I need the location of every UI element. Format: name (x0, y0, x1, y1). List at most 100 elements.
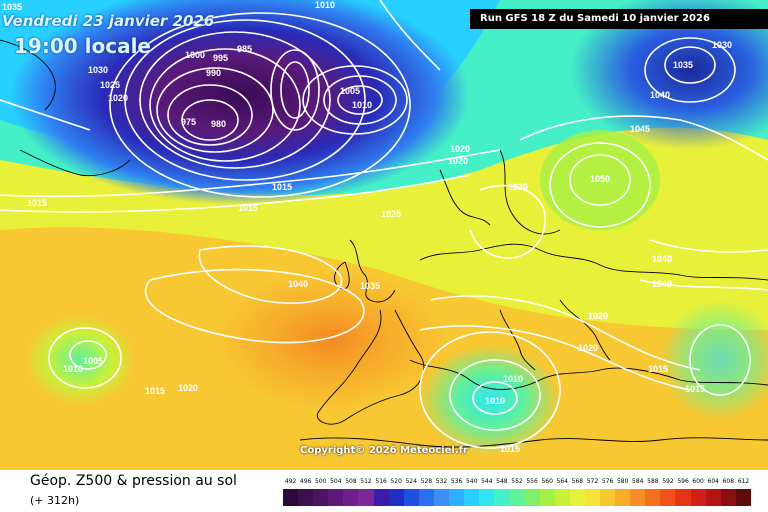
isobar-label: 1030 (508, 182, 528, 192)
isobar-label: 1015 (27, 198, 47, 208)
scale-tick-label: 548 (496, 478, 508, 485)
isobar-label: 1045 (630, 124, 650, 134)
valid-time-label: Vendredi 23 janvier 2026 (2, 12, 215, 30)
isobar-label: 1050 (590, 174, 610, 184)
isobar-label: 1000 (185, 50, 205, 60)
scale-tick-label: 604 (707, 478, 719, 485)
isobar-label: 1010 (485, 396, 505, 406)
scale-swatch (615, 489, 631, 506)
isobar-label: 1035 (360, 281, 380, 291)
scale-tick-label: 556 (526, 478, 538, 485)
scale-swatch (509, 489, 525, 506)
chart-title: Géop. Z500 & pression au sol (30, 473, 237, 489)
scale-swatch (645, 489, 661, 506)
scale-tick-label: 516 (375, 478, 387, 485)
scale-tick-label: 588 (647, 478, 659, 485)
scale-tick-label: 552 (511, 478, 523, 485)
copyright-notice: Copyright© 2026 Meteociel.fr (300, 445, 468, 456)
scale-swatch (464, 489, 480, 506)
isobar-label: 1025 (381, 209, 401, 219)
isobar-label: 1015 (685, 384, 705, 394)
scale-swatch (690, 489, 706, 506)
scale-swatch (705, 489, 721, 506)
isobar-label: 1020 (448, 156, 468, 166)
scale-tick-label: 540 (465, 478, 478, 485)
nw-low-core (10, 0, 470, 205)
color-scale: 492 496 500 504 508 512 516 520 524 528 532 536 540 5… (283, 478, 751, 508)
scale-swatch (328, 489, 344, 506)
isobar-label: 995 (213, 53, 228, 63)
color-scale-labels: 492 496 500 504 508 512 516 520 524 528 532 536 540 5… (283, 478, 751, 488)
isobar-label: 980 (211, 119, 226, 129)
scale-tick-label: 564 (556, 478, 568, 485)
isobar-label: 1015 (500, 444, 520, 454)
scale-swatch (298, 489, 314, 506)
isobar-label: 1040 (652, 279, 672, 289)
isobar-label: 1030 (88, 65, 108, 75)
isobar-label: 985 (237, 44, 252, 54)
scale-swatch (630, 489, 646, 506)
scale-tick-label: 572 (586, 478, 599, 485)
legend-footer: Géop. Z500 & pression au sol (+ 312h) 49… (0, 470, 768, 512)
isobar-label: 1040 (288, 279, 308, 289)
scale-tick-label: 508 (345, 478, 357, 485)
scale-tick-label: 492 (284, 478, 297, 485)
pressure-geopotential-map: 1035 1010 1030 1025 1020 1000 995 985 99… (0, 0, 768, 470)
isobar-label: 1015 (648, 364, 668, 374)
scale-swatch (373, 489, 389, 506)
med-low-core (420, 345, 560, 455)
scale-tick-label: 496 (299, 478, 312, 485)
isobar-label: 975 (181, 117, 196, 127)
scale-swatch (524, 489, 540, 506)
isobar-label: 1020 (588, 311, 608, 321)
scale-tick-label: 536 (450, 478, 463, 485)
isobar-label: 1035 (2, 2, 22, 12)
isobar-label: 1040 (650, 90, 670, 100)
local-time-label: 19:00 locale (14, 34, 151, 58)
forecast-offset-label: (+ 312h) (30, 494, 80, 507)
scale-swatch (599, 489, 616, 506)
scale-swatch (418, 489, 434, 506)
scale-tick-label: 500 (315, 478, 327, 485)
scale-tick-label: 580 (616, 478, 629, 485)
scale-swatch (343, 489, 359, 506)
scale-tick-label: 612 (737, 478, 750, 485)
scale-tick-label: 560 (541, 478, 553, 485)
sw-high-core (210, 270, 450, 410)
scale-tick-label: 512 (360, 478, 372, 485)
scale-swatch (539, 489, 555, 506)
isobar-label: 1015 (272, 182, 292, 192)
isobar-label: 1010 (63, 364, 83, 374)
scandinavia-ridge (540, 130, 660, 230)
coastlines (0, 39, 768, 448)
isobar-label: 1035 (673, 60, 693, 70)
isobar-label: 990 (206, 68, 221, 78)
scale-tick-label: 528 (420, 478, 433, 485)
scale-tick-label: 576 (601, 478, 614, 485)
isobar-label: 1005 (340, 86, 360, 96)
scale-tick-label: 592 (662, 478, 674, 485)
scale-tick-label: 504 (330, 478, 342, 485)
scale-tick-label: 532 (435, 478, 448, 485)
scale-swatch (479, 489, 495, 506)
scale-tick-label: 544 (481, 478, 493, 485)
isobar-label: 1010 (503, 374, 523, 384)
scale-swatch (283, 489, 299, 506)
isobar-label: 1010 (315, 0, 335, 10)
scale-swatch (494, 489, 510, 506)
scale-swatch (720, 489, 736, 506)
color-scale-swatches (283, 489, 751, 506)
scale-swatch (584, 489, 600, 506)
isobar-label: 1010 (352, 100, 372, 110)
scale-swatch (569, 489, 585, 506)
scale-swatch (433, 489, 450, 506)
scale-swatch (554, 489, 570, 506)
scale-tick-label: 608 (722, 478, 735, 485)
scale-tick-label: 524 (405, 478, 418, 485)
scale-tick-label: 600 (692, 478, 704, 485)
scale-swatch (660, 489, 676, 506)
scale-tick-label: 568 (571, 478, 584, 485)
scale-swatch (403, 489, 419, 506)
scale-swatch (735, 489, 751, 506)
